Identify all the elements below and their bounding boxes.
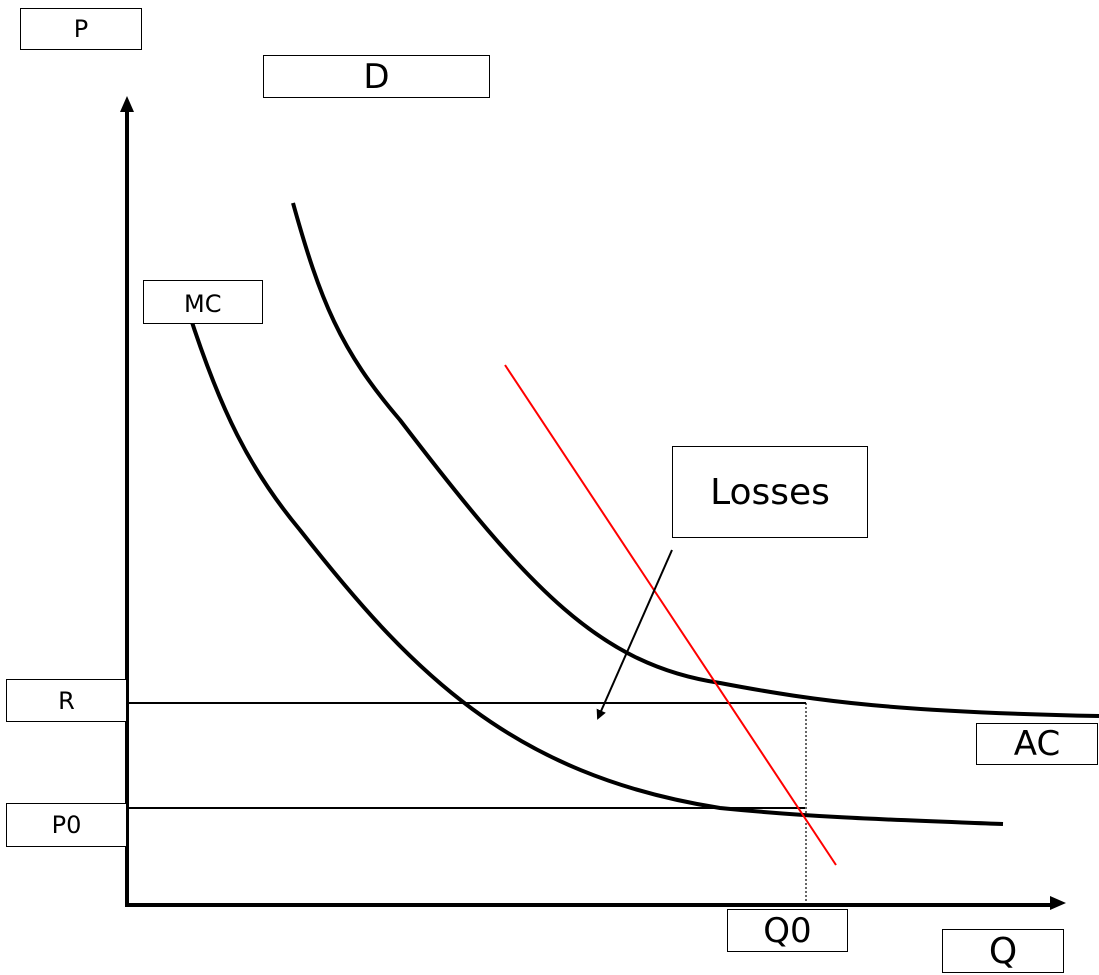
mc-label-text: MC [184,290,222,318]
losses-arrow [596,549,673,720]
price-r-label-text: R [58,686,75,715]
q-axis-label: Q [942,929,1064,973]
p-axis-label: P [20,8,142,50]
x-axis-arrowhead [1050,896,1066,910]
demand-label-text: D [363,56,390,97]
y-axis-arrowhead [120,96,134,112]
ac-label: AC [976,723,1098,765]
price-p0-label: P0 [6,803,127,847]
p-axis-label-text: P [73,15,89,43]
quantity-q0-label: Q0 [727,909,848,952]
losses-label: Losses [672,446,868,538]
price-p0-label-text: P0 [51,811,82,839]
ac-curve [291,202,1099,718]
mc-label: MC [143,280,263,324]
price-r-label: R [6,679,127,722]
demand-line [504,364,837,866]
quantity-q0-label-text: Q0 [763,910,812,951]
demand-label: D [263,55,490,98]
losses-label-text: Losses [710,471,830,513]
ac-label-text: AC [1013,724,1061,764]
mc-curve [186,309,1004,826]
q-axis-label-text: Q [988,930,1018,972]
